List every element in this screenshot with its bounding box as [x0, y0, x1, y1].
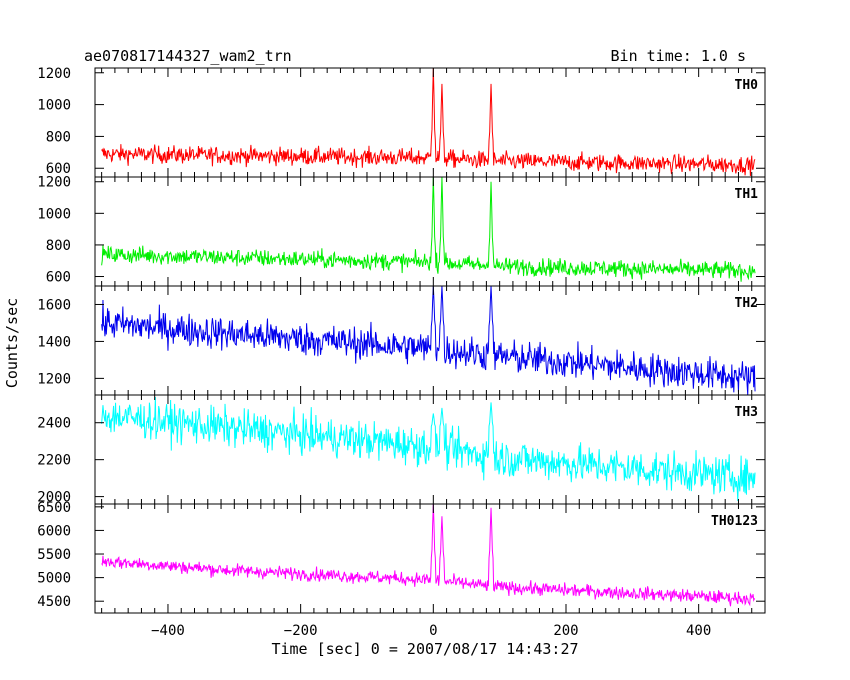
panels-group: 600 800 1000 1200 TH0 600 800 1000 1200 TH1 1200 14… [37, 66, 766, 639]
series-line-th3 [101, 397, 756, 502]
y-tick-label: 5500 [37, 547, 71, 563]
panel-label-th0123: TH0123 [711, 514, 758, 529]
y-tick-label: 1200 [37, 371, 71, 387]
y-axis-label: Counts/sec [3, 298, 21, 388]
y-tick-label: 1200 [37, 175, 71, 191]
y-tick-label: 1000 [37, 98, 71, 114]
bin-time-label: Bin time: 1.0 s [611, 47, 746, 65]
x-tick-label: 400 [686, 623, 711, 639]
panel-label-th3: TH3 [735, 405, 758, 420]
y-tick-label: 800 [46, 238, 71, 254]
y-tick-label: 6500 [37, 500, 71, 516]
y-tick-label: 2000 [37, 490, 71, 506]
x-tick-label: −200 [284, 623, 318, 639]
y-tick-label: 600 [46, 161, 71, 177]
y-tick-label: 600 [46, 270, 71, 286]
panel-th2: 1200 1400 1600 TH2 [37, 285, 766, 396]
series-line-th0 [101, 67, 756, 176]
panel-th0123: 4500 5000 5500 6000 6500 TH0123 [37, 500, 766, 614]
panel-th1: 600 800 1000 1200 TH1 [37, 175, 766, 287]
y-tick-label: 5000 [37, 571, 71, 587]
series-line-th2 [101, 285, 756, 396]
y-tick-label: 800 [46, 129, 71, 145]
x-axis-label: Time [sec] 0 = 2007/08/17 14:43:27 [271, 640, 578, 658]
panel-label-th1: TH1 [735, 187, 759, 202]
x-tick-label: 0 [429, 623, 437, 639]
y-tick-label: 2200 [37, 453, 71, 469]
chart-title: ae070817144327_wam2_trn [84, 47, 292, 65]
panel-th0: 600 800 1000 1200 TH0 [37, 66, 766, 178]
panel-th3: 2000 2200 2400 TH3 [37, 394, 766, 506]
y-tick-label: 6000 [37, 523, 71, 539]
panel-frame [94, 503, 766, 614]
x-tick-label: −400 [151, 623, 185, 639]
y-tick-label: 1400 [37, 334, 71, 350]
series-line-th0123 [101, 503, 756, 607]
y-tick-label: 1600 [37, 297, 71, 313]
y-tick-label: 4500 [37, 594, 71, 610]
x-tick-label: 200 [553, 623, 578, 639]
panel-frame [94, 67, 766, 178]
y-tick-label: 1200 [37, 66, 71, 82]
y-tick-label: 2400 [37, 416, 71, 432]
series-line-th1 [101, 176, 756, 282]
y-tick-label: 1000 [37, 206, 71, 222]
panel-label-th0: TH0 [735, 78, 759, 93]
panel-label-th2: TH2 [735, 296, 758, 311]
